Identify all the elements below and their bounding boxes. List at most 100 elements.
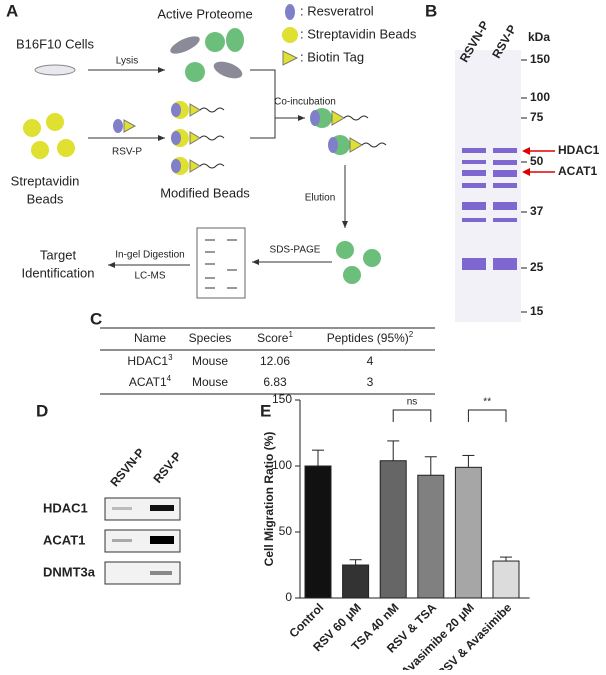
significance: ** [483,397,491,408]
marker-label: 25 [530,260,544,274]
marker-label: 100 [530,90,550,104]
blot [104,497,181,585]
y-tick-label: 150 [272,392,292,406]
lane-label: RSVN-P [107,446,147,490]
cell-text: Score [257,331,289,345]
lane-label: RSV-P [150,449,184,486]
label: Co-incubation [274,97,336,108]
workflow: B16F10 Cells Lysis Active Proteome : Res… [11,3,417,299]
protein [205,32,225,52]
legend-text: : Biotin Tag [300,49,364,64]
superscript: 3 [168,353,173,362]
connector [250,69,276,139]
table-cell: Name [134,331,166,345]
label: B16F10 Cells [16,36,95,51]
arrowhead [522,147,530,155]
superscript: 4 [167,374,172,383]
bar [492,560,520,599]
table-cell: 6.83 [263,375,287,389]
cell-text: Peptides (95%) [327,331,409,345]
label: Beads [27,191,64,206]
label: RSV-P [112,147,142,158]
panel-label: E [260,401,271,420]
cell-text: Species [189,331,232,345]
gel-sketch [196,227,246,299]
table-cell: 12.06 [260,354,290,368]
cell-text: ACAT1 [129,375,167,389]
label: Target [40,247,77,262]
arrowhead [252,259,259,265]
arrowhead [108,262,115,268]
label: Active Proteome [157,6,252,21]
y-tick-label: 100 [272,458,292,472]
protein [213,61,243,79]
label: Streptavidin [11,173,80,188]
label: SDS-PAGE [270,245,321,256]
table-cell: 4 [367,354,374,368]
bead [57,139,75,157]
arrowhead [342,221,348,228]
significance-bracket [392,409,432,422]
arrowhead [298,115,305,121]
table-cell: Mouse [192,354,228,368]
marker-label: 150 [530,52,550,66]
arrow-label: HDAC1 [558,143,600,157]
cell-text: Mouse [192,375,228,389]
modified-beads [171,101,225,175]
protein-label: DNMT3a [43,564,96,579]
bar [454,466,482,599]
legend-icon [285,4,295,20]
bead [23,119,41,137]
dish [34,64,76,76]
superscript: 1 [288,330,293,339]
panel-label: D [36,401,48,420]
marker-label: 50 [530,154,544,168]
arrowhead [522,168,530,176]
protein [336,241,354,259]
table-cell: 3 [367,375,374,389]
complex [310,108,387,155]
label: Elution [305,193,336,204]
protein-label: ACAT1 [43,532,85,547]
unit: kDa [528,30,550,44]
protein [363,249,381,267]
y-tick-label: 50 [279,524,293,538]
marker-label: 15 [530,304,544,318]
probe-icon [113,119,123,133]
y-tick-label: 0 [285,590,292,604]
table-cell: Species [189,331,232,345]
table-cell: Peptides (95%)2 [327,330,414,345]
legend-text: : Streptavidin Beads [300,26,417,41]
superscript: 2 [409,330,414,339]
significance: ns [407,397,418,408]
protein-label: HDAC1 [43,500,88,515]
panel-label: C [90,309,102,328]
arrowhead [158,135,165,141]
cell-text: HDAC1 [127,354,168,368]
table-cell: ACAT14 [129,374,172,389]
bands [462,148,517,270]
bar [304,465,332,599]
protein [170,36,200,54]
bar [379,460,407,599]
legend-icon [282,27,298,43]
significance-bracket [467,409,507,422]
label: Identification [22,265,95,280]
gel [455,50,521,322]
cell-text: 4 [367,354,374,368]
legend-icon [282,50,299,66]
table-cell: HDAC13 [127,353,173,368]
arrow-label: ACAT1 [558,164,597,178]
label: Modified Beads [160,185,250,200]
table-cell: Mouse [192,375,228,389]
cell-text: Name [134,331,166,345]
bar [342,564,370,599]
panel-label: A [6,1,18,20]
cell-text: 3 [367,375,374,389]
y-axis-label: Cell Migration Ratio (%) [262,432,276,567]
marker-label: 75 [530,110,544,124]
probe-icon [123,119,137,133]
bar [417,474,445,599]
legend-text: : Resveratrol [300,3,374,18]
